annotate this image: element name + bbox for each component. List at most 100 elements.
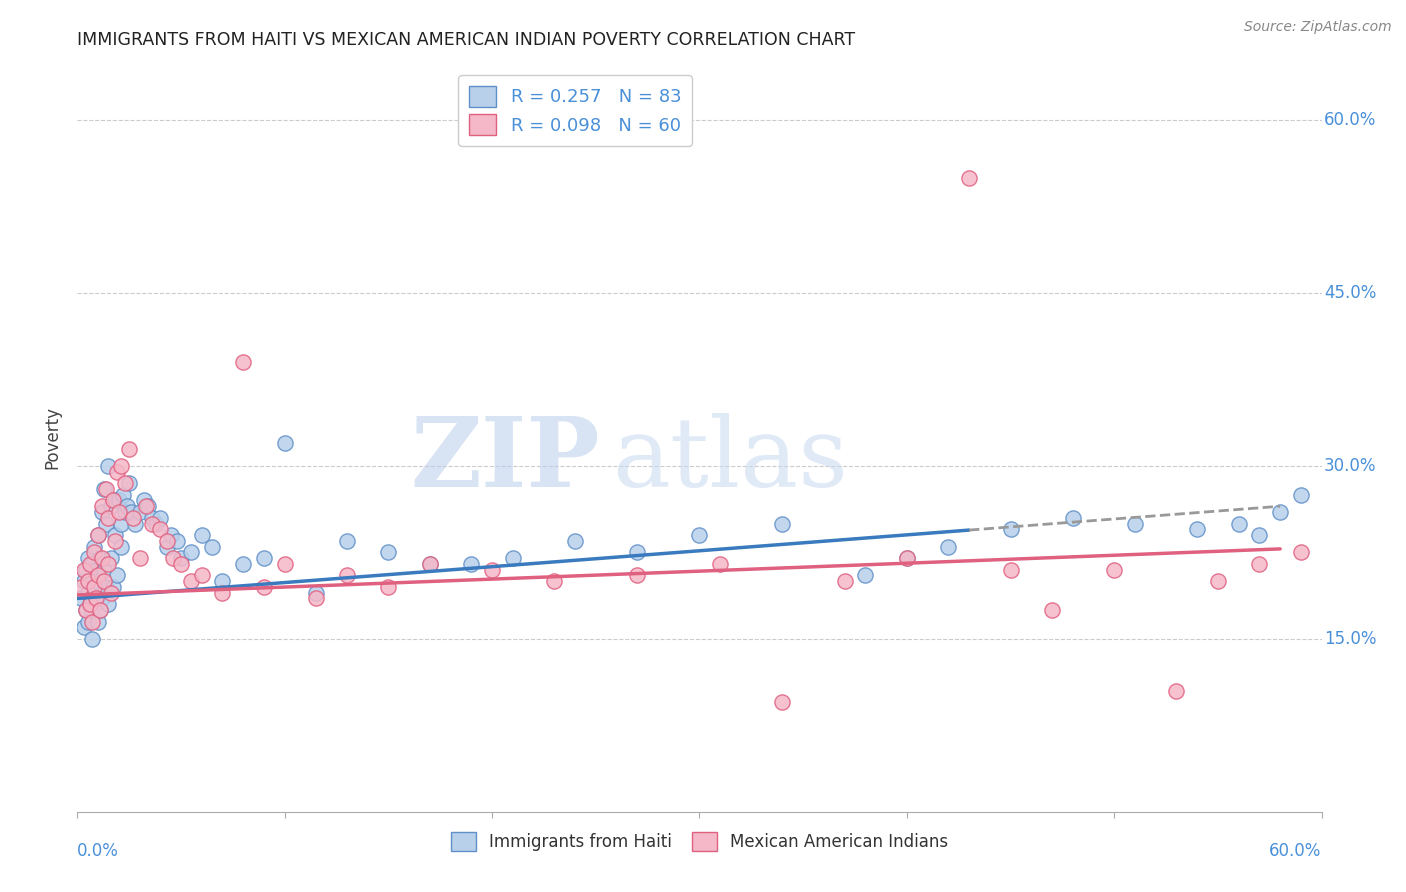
Point bbox=[75, 603, 97, 617]
Point bbox=[135, 500, 157, 514]
Point bbox=[87, 528, 110, 542]
Text: atlas: atlas bbox=[613, 413, 848, 507]
Point bbox=[115, 500, 138, 514]
Point bbox=[79, 574, 101, 589]
Point bbox=[87, 528, 110, 542]
Point bbox=[83, 580, 105, 594]
Point bbox=[170, 551, 193, 566]
Text: Source: ZipAtlas.com: Source: ZipAtlas.com bbox=[1244, 20, 1392, 34]
Point bbox=[305, 591, 328, 606]
Point bbox=[377, 580, 399, 594]
Point bbox=[76, 615, 98, 629]
Point bbox=[72, 620, 94, 634]
Point bbox=[896, 551, 918, 566]
Point bbox=[689, 528, 711, 542]
Point bbox=[97, 557, 120, 571]
Point bbox=[104, 493, 127, 508]
Point bbox=[626, 545, 648, 559]
Point bbox=[76, 585, 98, 599]
Point bbox=[141, 516, 163, 531]
Point bbox=[305, 585, 328, 599]
Point bbox=[232, 355, 254, 369]
Point bbox=[957, 170, 980, 185]
Point bbox=[1227, 516, 1250, 531]
Text: 0.0%: 0.0% bbox=[77, 842, 120, 860]
Point bbox=[84, 591, 107, 606]
Point bbox=[80, 632, 103, 646]
Point bbox=[1249, 528, 1271, 542]
Point bbox=[70, 591, 93, 606]
Point bbox=[1187, 522, 1209, 536]
Point bbox=[79, 597, 101, 611]
Point bbox=[772, 516, 794, 531]
Point bbox=[211, 574, 233, 589]
Point bbox=[162, 551, 184, 566]
Point bbox=[191, 528, 214, 542]
Point bbox=[110, 540, 132, 554]
Point bbox=[149, 510, 172, 524]
Text: 45.0%: 45.0% bbox=[1324, 284, 1376, 302]
Point bbox=[72, 574, 94, 589]
Point bbox=[1289, 545, 1312, 559]
Point bbox=[201, 540, 224, 554]
Point bbox=[159, 528, 181, 542]
Point bbox=[87, 615, 110, 629]
Point bbox=[938, 540, 960, 554]
Point bbox=[110, 516, 132, 531]
Point bbox=[1123, 516, 1146, 531]
Point bbox=[96, 516, 118, 531]
Point bbox=[155, 533, 177, 548]
Point bbox=[111, 488, 134, 502]
Text: ZIP: ZIP bbox=[411, 413, 600, 507]
Point bbox=[96, 580, 118, 594]
Point bbox=[104, 533, 127, 548]
Point bbox=[128, 505, 150, 519]
Point bbox=[124, 516, 146, 531]
Point bbox=[79, 597, 101, 611]
Point bbox=[136, 500, 159, 514]
Point bbox=[118, 442, 141, 456]
Point bbox=[97, 597, 120, 611]
Point bbox=[564, 533, 586, 548]
Point bbox=[83, 580, 105, 594]
Point bbox=[1000, 563, 1022, 577]
Point bbox=[105, 568, 128, 582]
Point bbox=[91, 505, 114, 519]
Point bbox=[543, 574, 565, 589]
Point bbox=[253, 580, 276, 594]
Point bbox=[132, 493, 155, 508]
Point bbox=[274, 435, 297, 450]
Point bbox=[105, 465, 128, 479]
Point bbox=[80, 557, 103, 571]
Point bbox=[87, 568, 110, 582]
Point bbox=[336, 568, 359, 582]
Point bbox=[502, 551, 524, 566]
Point bbox=[80, 615, 103, 629]
Point bbox=[89, 551, 111, 566]
Point bbox=[120, 505, 142, 519]
Point bbox=[481, 563, 503, 577]
Point bbox=[76, 551, 98, 566]
Point bbox=[834, 574, 856, 589]
Point bbox=[232, 557, 254, 571]
Text: 60.0%: 60.0% bbox=[1270, 842, 1322, 860]
Point bbox=[1166, 683, 1188, 698]
Point bbox=[1104, 563, 1126, 577]
Point bbox=[1062, 510, 1084, 524]
Point bbox=[91, 500, 114, 514]
Point bbox=[75, 603, 97, 617]
Point bbox=[336, 533, 359, 548]
Point bbox=[79, 557, 101, 571]
Point bbox=[110, 458, 132, 473]
Text: IMMIGRANTS FROM HAITI VS MEXICAN AMERICAN INDIAN POVERTY CORRELATION CHART: IMMIGRANTS FROM HAITI VS MEXICAN AMERICA… bbox=[77, 31, 855, 49]
Point bbox=[93, 574, 115, 589]
Point bbox=[96, 482, 118, 496]
Text: 15.0%: 15.0% bbox=[1324, 630, 1376, 648]
Point bbox=[70, 580, 93, 594]
Point bbox=[72, 563, 94, 577]
Point bbox=[180, 545, 202, 559]
Point bbox=[166, 533, 188, 548]
Point bbox=[89, 603, 111, 617]
Point bbox=[76, 574, 98, 589]
Point bbox=[211, 585, 233, 599]
